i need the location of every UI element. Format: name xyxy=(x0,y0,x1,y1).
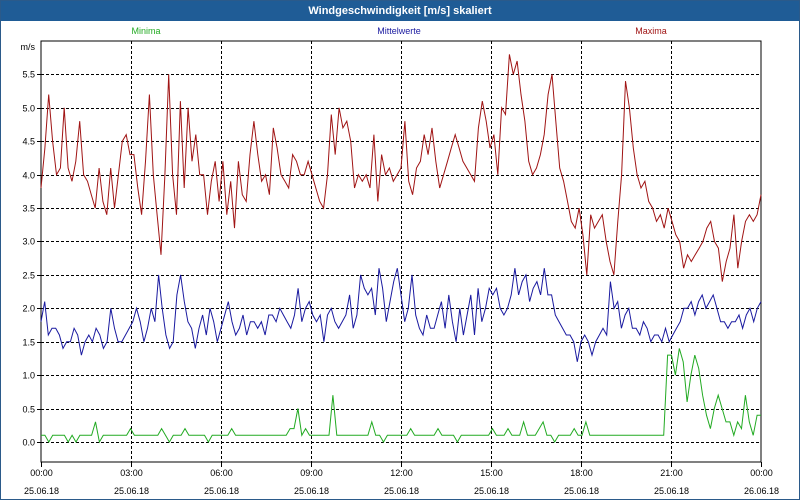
legend-mittelwerte: Mittelwerte xyxy=(377,26,421,36)
window-title: Windgeschwindigkeit [m/s] skaliert xyxy=(1,1,799,21)
y-tick-label: 2.0 xyxy=(22,304,35,314)
axes: 0.0 0.5 1.0 1.5 2.0 2.5 3.0 3.5 4.0 4.5 5.0 5.5 m/s 0… xyxy=(21,42,780,496)
x-tick-date: 25.06.18 xyxy=(294,486,329,496)
x-tick-time: 00:00 xyxy=(750,468,773,478)
x-tick-time: 15:00 xyxy=(480,468,503,478)
x-tick-time: 06:00 xyxy=(210,468,233,478)
y-tick-label: 0.5 xyxy=(22,405,35,415)
x-tick-time: 12:00 xyxy=(390,468,413,478)
y-tick-label: 3.0 xyxy=(22,237,35,247)
x-tick-time: 09:00 xyxy=(300,468,323,478)
y-axis-label: m/s xyxy=(21,42,36,52)
wind-speed-chart: 0.0 0.5 1.0 1.5 2.0 2.5 3.0 3.5 4.0 4.5 5.0 5.5 m/s 0… xyxy=(21,26,780,496)
y-tick-label: 2.5 xyxy=(22,271,35,281)
x-tick-date: 25.06.18 xyxy=(474,486,509,496)
series-line-maxima xyxy=(40,54,762,282)
grid xyxy=(40,40,762,463)
legend-maxima: Maxima xyxy=(635,26,667,36)
series-lines xyxy=(40,54,762,444)
x-tick-date: 25.06.18 xyxy=(204,486,239,496)
x-tick-date: 25.06.18 xyxy=(654,486,689,496)
y-tick-label: 1.5 xyxy=(22,338,35,348)
y-tick-label: 4.0 xyxy=(22,171,35,181)
x-tick-time: 03:00 xyxy=(120,468,143,478)
x-tick-date: 26.06.18 xyxy=(744,486,779,496)
x-tick-date: 25.06.18 xyxy=(24,486,59,496)
series-line-minima xyxy=(41,348,761,444)
y-tick-label: 5.0 xyxy=(22,104,35,114)
y-tick-label: 5.5 xyxy=(22,70,35,80)
x-tick-time: 00:00 xyxy=(30,468,53,478)
x-tick-date: 25.06.18 xyxy=(564,486,599,496)
x-tick-time: 18:00 xyxy=(570,468,593,478)
y-tick-label: 0.0 xyxy=(22,438,35,448)
x-tick-date: 25.06.18 xyxy=(384,486,419,496)
y-tick-label: 3.5 xyxy=(22,204,35,214)
x-tick-date: 25.06.18 xyxy=(114,486,149,496)
y-tick-label: 1.0 xyxy=(22,371,35,381)
x-tick-time: 21:00 xyxy=(660,468,683,478)
y-tick-label: 4.5 xyxy=(22,137,35,147)
legend: Minima Mittelwerte Maxima xyxy=(131,26,666,36)
series-line-mittelwerte xyxy=(40,268,762,362)
legend-minima: Minima xyxy=(131,26,160,36)
